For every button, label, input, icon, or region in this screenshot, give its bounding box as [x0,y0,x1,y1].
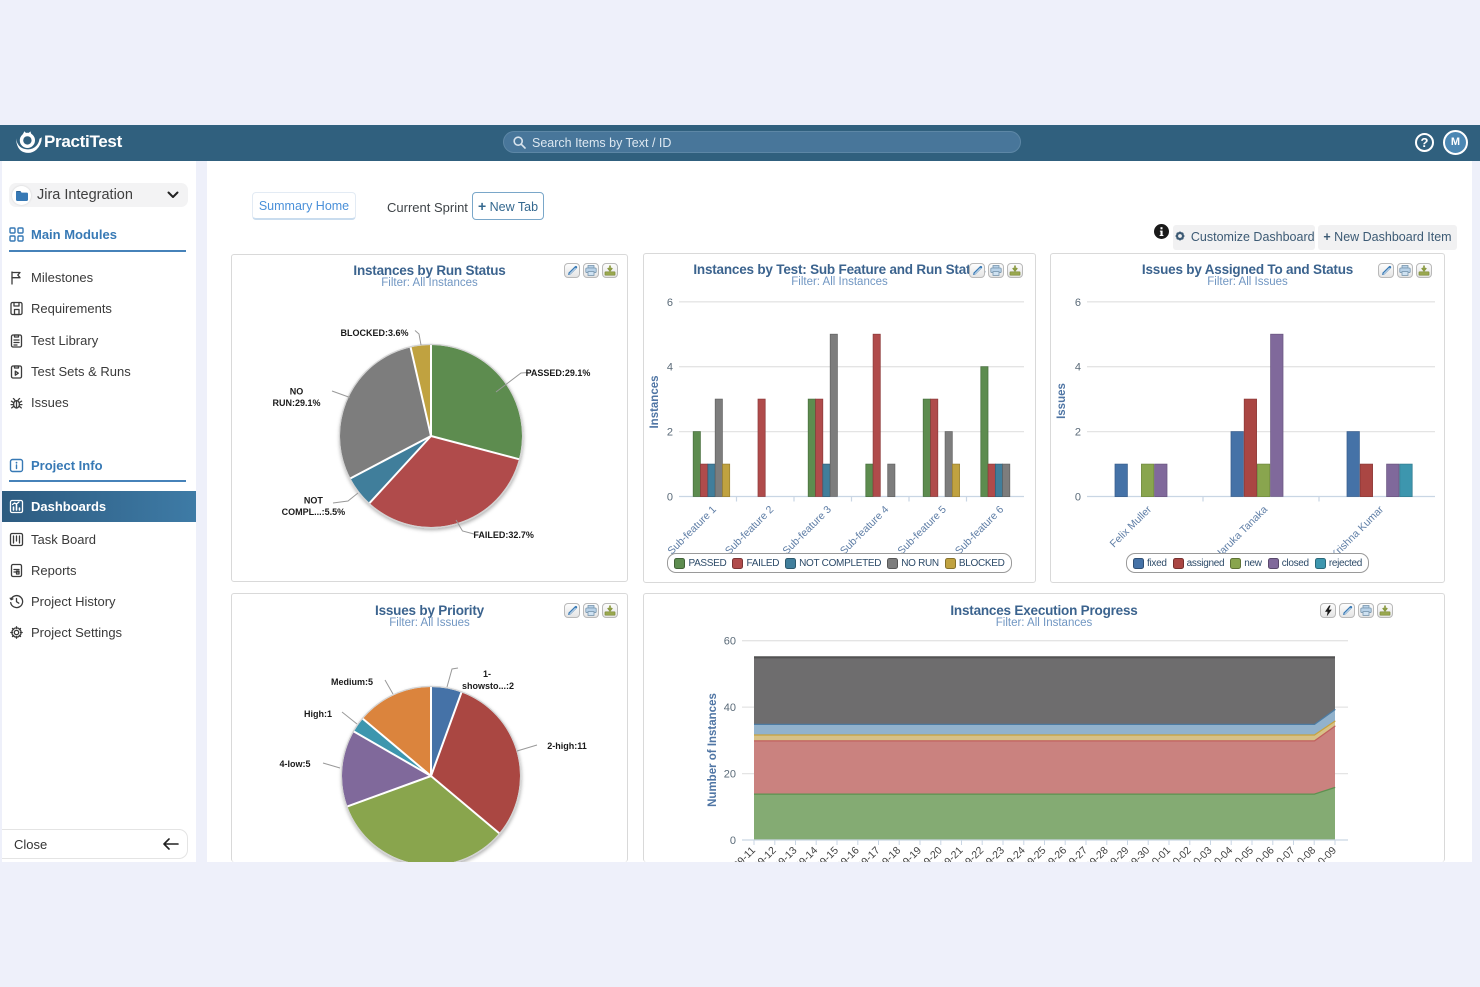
svg-text:Sub-feature 3: Sub-feature 3 [780,504,834,558]
svg-text:09-11: 09-11 [731,844,758,862]
svg-text:Felix Muller: Felix Muller [1108,503,1155,550]
svg-text:BLOCKED:3.6%: BLOCKED:3.6% [340,328,408,338]
svg-text:Instances: Instances [649,375,661,428]
svg-text:PASSED:29.1%: PASSED:29.1% [526,368,591,378]
svg-text:0: 0 [730,835,736,847]
svg-text:Sub-feature 2: Sub-feature 2 [723,504,777,558]
svg-text:Sub-feature 6: Sub-feature 6 [953,504,1007,558]
svg-text:20: 20 [724,769,736,781]
svg-text:Issues: Issues [1056,383,1068,419]
svg-text:2: 2 [667,427,673,439]
svg-text:4: 4 [667,362,673,374]
svg-text:showsto...:2: showsto...:2 [462,681,514,691]
svg-text:COMPL...:5.5%: COMPL...:5.5% [282,507,346,517]
svg-text:Sub-feature 4: Sub-feature 4 [838,504,892,558]
svg-text:0: 0 [1075,492,1081,504]
svg-text:2: 2 [1075,427,1081,439]
svg-text:0: 0 [667,492,673,504]
svg-text:High:1: High:1 [304,709,332,719]
svg-text:RUN:29.1%: RUN:29.1% [272,398,320,408]
svg-text:Sub-feature 1: Sub-feature 1 [665,504,719,558]
svg-text:NO: NO [290,387,304,397]
svg-text:NOT: NOT [304,496,324,506]
svg-text:Sub-feature 5: Sub-feature 5 [895,504,949,558]
svg-text:6: 6 [1075,297,1081,309]
svg-text:40: 40 [724,702,736,714]
svg-text:6: 6 [667,297,673,309]
svg-text:4: 4 [1075,362,1081,374]
svg-text:Medium:5: Medium:5 [331,677,373,687]
svg-text:Number of Instances: Number of Instances [707,693,719,807]
svg-text:4-low:5: 4-low:5 [279,759,310,769]
svg-text:2-high:11: 2-high:11 [547,741,587,751]
svg-text:60: 60 [724,636,736,648]
svg-text:1-: 1- [483,669,491,679]
svg-text:FAILED:32.7%: FAILED:32.7% [473,530,534,540]
